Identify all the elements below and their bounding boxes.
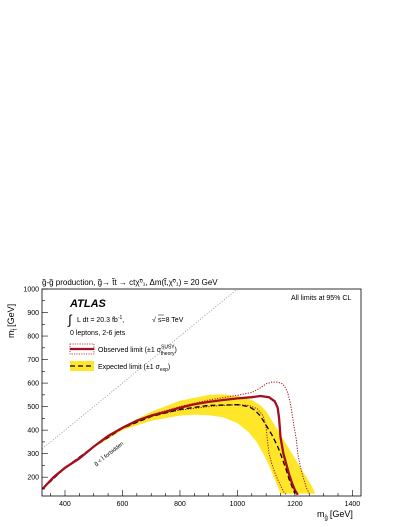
y-tick-label: 200 [27, 475, 39, 482]
legend-expected-label: Expected limit (±1 σexp) [98, 364, 170, 373]
y-axis-label: mt̃[GeV] [6, 304, 19, 338]
x-tick-label: 800 [174, 501, 186, 508]
kinematic-diagonal-line [42, 289, 238, 450]
y-tick-label: 500 [27, 404, 39, 411]
y-tick-label: 900 [27, 310, 39, 317]
y-axis: 200 300 400 500 600 700 800 900 1000 [23, 287, 48, 490]
legend-observed-label: Observed limit (±1 σSUSY theory) [98, 345, 177, 358]
x-tick-label: 600 [117, 501, 129, 508]
y-tick-label: 700 [27, 357, 39, 364]
observed-minus-sigma-line [42, 404, 287, 496]
observed-limit-line [42, 394, 299, 496]
sqrt-sign: √ [152, 316, 156, 324]
y-tick-label: 800 [27, 334, 39, 341]
cl-note: All limits at 95% CL [291, 295, 351, 302]
y-tick-label: 300 [27, 451, 39, 458]
x-tick-label: 1200 [287, 501, 303, 508]
plot-frame [41, 288, 362, 497]
y-tick-label: 400 [27, 428, 39, 435]
integral-sign: ∫ [67, 312, 73, 327]
energy-text: s=8 TeV [158, 317, 184, 324]
y-tick-label: 1000 [23, 287, 39, 294]
x-axis: 400 600 800 1000 1200 1400 [50, 490, 361, 508]
y-tick-label: 600 [27, 381, 39, 388]
expected-band [42, 394, 315, 494]
selection-text: 0 leptons, 2-6 jets [70, 330, 126, 337]
luminosity-text: L dt = 20.3 fb-1, [77, 315, 124, 324]
observed-plus-sigma-line [42, 381, 310, 494]
legend: Observed limit (±1 σSUSY theory) Expected… [69, 343, 177, 373]
chart-title: g̃-g̃ production, g̃→ t̃t → ctχ̃⁰₁, Δm(t… [42, 278, 219, 287]
x-tick-label: 400 [59, 501, 71, 508]
x-tick-label: 1000 [230, 501, 246, 508]
x-tick-label: 1400 [345, 501, 361, 508]
atlas-label: ATLAS [69, 298, 107, 310]
x-axis-label: mg̃ [GeV] [317, 509, 353, 522]
